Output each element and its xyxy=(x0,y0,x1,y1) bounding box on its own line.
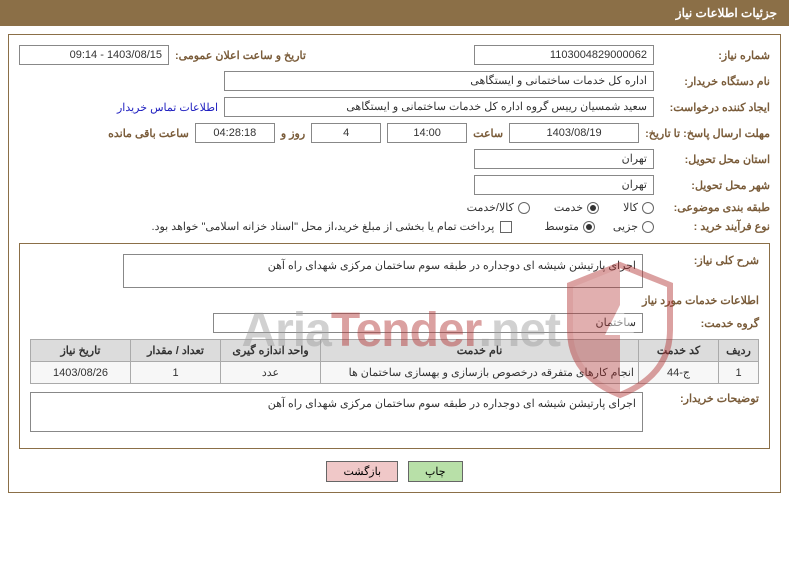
button-row: چاپ بازگشت xyxy=(19,461,770,482)
days-label: روز و xyxy=(281,127,305,140)
desc-text: اجرای پارتیشن شیشه ای دوجداره در طبقه سو… xyxy=(123,254,643,288)
requester-label: ایجاد کننده درخواست: xyxy=(660,101,770,114)
radio-goods[interactable]: کالا xyxy=(623,201,654,214)
radio-goods-label: کالا xyxy=(623,201,638,214)
th-unit: واحد اندازه گیری xyxy=(221,340,321,362)
radio-service-label: خدمت xyxy=(554,201,583,214)
radio-medium[interactable]: متوسط xyxy=(544,220,595,233)
announce-field: 1403/08/15 - 09:14 xyxy=(19,45,169,65)
cell-unit: عدد xyxy=(221,362,321,384)
contact-link[interactable]: اطلاعات تماس خریدار xyxy=(117,101,218,114)
row-city: شهر محل تحویل: تهران xyxy=(19,175,770,195)
radio-icon xyxy=(587,202,599,214)
page-header: جزئیات اطلاعات نیاز xyxy=(0,0,789,26)
category-radio-group: کالا خدمت کالا/خدمت xyxy=(467,201,654,214)
radio-icon xyxy=(518,202,530,214)
category-label: طبقه بندی موضوعی: xyxy=(660,201,770,214)
group-field: ساختمان xyxy=(213,313,643,333)
row-buyer-org: نام دستگاه خریدار: اداره کل خدمات ساختما… xyxy=(19,71,770,91)
time-label: ساعت xyxy=(473,127,503,140)
row-group: گروه خدمت: ساختمان xyxy=(30,313,759,333)
th-name: نام خدمت xyxy=(321,340,639,362)
countdown-field: 04:28:18 xyxy=(195,123,275,143)
requester-field: سعید شمسیان رییس گروه اداره کل خدمات ساخ… xyxy=(224,97,654,117)
radio-service[interactable]: خدمت xyxy=(554,201,599,214)
th-code: کد خدمت xyxy=(639,340,719,362)
row-province: استان محل تحویل: تهران xyxy=(19,149,770,169)
cell-date: 1403/08/26 xyxy=(31,362,131,384)
cell-code: ج-44 xyxy=(639,362,719,384)
table-row: 1 ج-44 انجام کارهای متفرقه درخصوص بازساز… xyxy=(31,362,759,384)
announce-label: تاریخ و ساعت اعلان عمومی: xyxy=(175,49,306,62)
page-title: جزئیات اطلاعات نیاز xyxy=(676,6,777,20)
deadline-time-field: 14:00 xyxy=(387,123,467,143)
print-button[interactable]: چاپ xyxy=(408,461,463,482)
row-desc: شرح کلی نیاز: اجرای پارتیشن شیشه ای دوجد… xyxy=(30,254,759,288)
radio-medium-label: متوسط xyxy=(544,220,579,233)
detail-panel: شرح کلی نیاز: اجرای پارتیشن شیشه ای دوجد… xyxy=(19,243,770,449)
payment-note: پرداخت تمام یا بخشی از مبلغ خرید،از محل … xyxy=(152,220,495,233)
main-panel: شماره نیاز: 1103004829000062 تاریخ و ساع… xyxy=(8,34,781,493)
desc-label: شرح کلی نیاز: xyxy=(649,254,759,267)
services-table: ردیف کد خدمت نام خدمت واحد اندازه گیری ت… xyxy=(30,339,759,384)
process-radio-group: جزیی متوسط xyxy=(544,220,654,233)
radio-both[interactable]: کالا/خدمت xyxy=(467,201,530,214)
cell-name: انجام کارهای متفرقه درخصوص بازسازی و بهس… xyxy=(321,362,639,384)
need-number-label: شماره نیاز: xyxy=(660,49,770,62)
buyer-org-field: اداره کل خدمات ساختمانی و ایستگاهی xyxy=(224,71,654,91)
deadline-label: مهلت ارسال پاسخ: تا تاریخ: xyxy=(645,127,770,140)
radio-partial-label: جزیی xyxy=(613,220,638,233)
th-row: ردیف xyxy=(719,340,759,362)
remain-label: ساعت باقی مانده xyxy=(108,127,189,140)
province-field: تهران xyxy=(474,149,654,169)
cell-row: 1 xyxy=(719,362,759,384)
payment-checkbox[interactable] xyxy=(500,221,512,233)
row-requester: ایجاد کننده درخواست: سعید شمسیان رییس گر… xyxy=(19,97,770,117)
radio-both-label: کالا/خدمت xyxy=(467,201,514,214)
radio-partial[interactable]: جزیی xyxy=(613,220,654,233)
cell-qty: 1 xyxy=(131,362,221,384)
radio-icon xyxy=(583,221,595,233)
row-category: طبقه بندی موضوعی: کالا خدمت کالا/خدمت xyxy=(19,201,770,214)
buyer-notes-text: اجرای پارتیشن شیشه ای دوجداره در طبقه سو… xyxy=(30,392,643,432)
radio-icon xyxy=(642,202,654,214)
group-label: گروه خدمت: xyxy=(649,317,759,330)
services-title: اطلاعات خدمات مورد نیاز xyxy=(30,294,759,307)
row-need-number: شماره نیاز: 1103004829000062 تاریخ و ساع… xyxy=(19,45,770,65)
row-buyer-notes: توضیحات خریدار: اجرای پارتیشن شیشه ای دو… xyxy=(30,392,759,432)
radio-icon xyxy=(642,221,654,233)
need-number-field: 1103004829000062 xyxy=(474,45,654,65)
city-label: شهر محل تحویل: xyxy=(660,179,770,192)
back-button[interactable]: بازگشت xyxy=(326,461,398,482)
deadline-date-field: 1403/08/19 xyxy=(509,123,639,143)
process-label: نوع فرآیند خرید : xyxy=(660,220,770,233)
buyer-notes-label: توضیحات خریدار: xyxy=(649,392,759,405)
table-header-row: ردیف کد خدمت نام خدمت واحد اندازه گیری ت… xyxy=(31,340,759,362)
province-label: استان محل تحویل: xyxy=(660,153,770,166)
city-field: تهران xyxy=(474,175,654,195)
th-qty: تعداد / مقدار xyxy=(131,340,221,362)
row-deadline: مهلت ارسال پاسخ: تا تاریخ: 1403/08/19 سا… xyxy=(19,123,770,143)
buyer-org-label: نام دستگاه خریدار: xyxy=(660,75,770,88)
days-field: 4 xyxy=(311,123,381,143)
th-date: تاریخ نیاز xyxy=(31,340,131,362)
row-process: نوع فرآیند خرید : جزیی متوسط پرداخت تمام… xyxy=(19,220,770,233)
